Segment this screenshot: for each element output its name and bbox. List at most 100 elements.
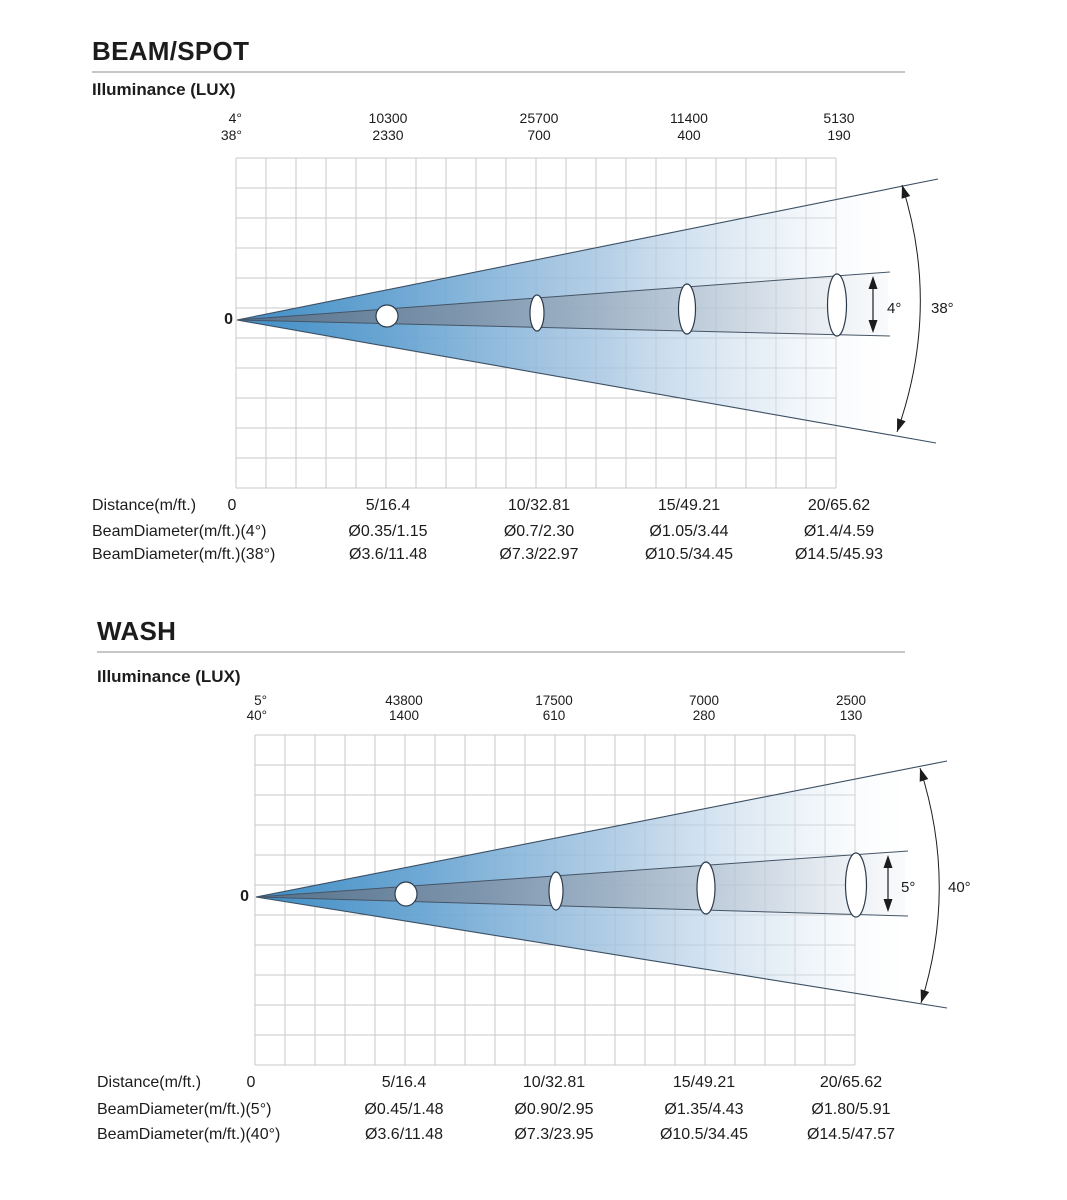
- arrow-head-down: [883, 899, 893, 912]
- table-cell: Ø3.6/11.48: [349, 546, 427, 563]
- table-cell: Ø3.6/11.48: [365, 1126, 443, 1143]
- arrow-head-up: [868, 276, 878, 289]
- table-cell: Ø0.90/2.95: [514, 1101, 594, 1118]
- table-cell: Ø10.5/34.45: [659, 1126, 749, 1143]
- beam-cross-section-ellipse: [696, 861, 716, 915]
- table-cell: Ø1.35/4.43: [664, 1101, 744, 1118]
- table-row-label: BeamDiameter(m/ft.)(5°): [97, 1101, 272, 1118]
- illuminance-value: 700: [527, 127, 551, 143]
- distance-grid: [254, 734, 856, 1066]
- table-cell: Ø14.5/45.93: [794, 546, 884, 563]
- table-cell: 15/49.21: [657, 497, 721, 514]
- table-cell: 0: [227, 497, 237, 514]
- table-cell: Ø14.5/47.57: [806, 1126, 896, 1143]
- table-cell: 0: [246, 1074, 256, 1091]
- angle-label: 40°: [246, 708, 267, 723]
- narrow-angle-label: 4°: [887, 300, 901, 317]
- arc-arrow-head-top: [919, 768, 929, 782]
- illuminance-value: 610: [542, 708, 566, 723]
- table-row: BeamDiameter(m/ft.)(40°) Ø3.6/11.48 Ø7.3/2…: [0, 1126, 1067, 1146]
- table-row: BeamDiameter(m/ft.)(5°) Ø0.45/1.48 Ø0.90/2…: [0, 1101, 1067, 1121]
- illuminance-row: 4° 10300 25700 11400 5130: [0, 110, 1067, 128]
- table-cell: Ø1.05/3.44: [649, 523, 729, 540]
- zero-label: 0: [240, 888, 249, 905]
- beam-cone-diagram: 0 5° 40°: [240, 734, 971, 1066]
- angle-label: 4°: [228, 110, 242, 126]
- table-cell: Ø1.80/5.91: [811, 1101, 891, 1118]
- table-cell: 15/49.21: [672, 1074, 736, 1091]
- section-title: BEAM/SPOT: [92, 36, 250, 66]
- illuminance-row: 40° 1400 610 280 130: [0, 708, 1067, 726]
- narrow-cone-edge: [236, 319, 891, 337]
- section-title: WASH: [97, 616, 177, 646]
- section-divider: [92, 71, 905, 73]
- angle-label: 5°: [254, 693, 267, 708]
- wide-beam-cone: [237, 186, 905, 438]
- illuminance-row: 38° 2330 700 400 190: [0, 127, 1067, 145]
- table-row: BeamDiameter(m/ft.)(38°) Ø3.6/11.48 Ø7.3/2…: [0, 546, 1067, 566]
- illuminance-value: 1400: [388, 708, 420, 723]
- beam-cross-section-ellipse: [394, 881, 418, 907]
- zero-label: 0: [224, 311, 233, 328]
- table-row: Distance(m/ft.) 0 5/16.4 10/32.81 15/49.21 20…: [0, 497, 1067, 517]
- table-cell: 5/16.4: [381, 1074, 427, 1091]
- angle-label: 38°: [220, 127, 242, 143]
- wide-cone-edge: [255, 760, 948, 898]
- beam-cross-section-ellipse: [529, 294, 545, 332]
- table-cell: 5/16.4: [365, 497, 411, 514]
- arc-arrow-head-top: [901, 185, 911, 199]
- table-row-label: BeamDiameter(m/ft.)(40°): [97, 1126, 281, 1143]
- narrow-beam-cone: [237, 272, 888, 336]
- narrow-cone-edge: [255, 850, 909, 898]
- wide-angle-arc: [919, 767, 940, 1004]
- illuminance-value: 25700: [519, 110, 559, 126]
- table-cell: Ø0.7/2.30: [503, 523, 575, 540]
- narrow-angle-label: 5°: [901, 879, 915, 896]
- illuminance-value: 17500: [535, 693, 573, 708]
- table-cell: Ø7.3/23.95: [514, 1126, 594, 1143]
- beam-cross-section-ellipse: [548, 871, 564, 911]
- table-row: Distance(m/ft.) 0 5/16.4 10/32.81 15/49.21 20…: [0, 1074, 1067, 1094]
- arc-arrow-head-bottom: [920, 989, 930, 1003]
- table-cell: 20/65.62: [807, 497, 871, 514]
- table-cell: 20/65.62: [819, 1074, 883, 1091]
- beam-cross-section-ellipse: [677, 283, 697, 335]
- beam-cone-diagram: 0 4° 38°: [224, 157, 954, 489]
- table-cell: Ø1.4/4.59: [803, 523, 875, 540]
- illuminance-value: 7000: [688, 693, 720, 708]
- wide-cone-edge: [255, 896, 948, 1009]
- illuminance-value: 5130: [823, 110, 855, 126]
- beam-cross-section-ellipse: [844, 852, 868, 918]
- table-cell: Ø7.3/22.97: [499, 546, 579, 563]
- illuminance-value: 2330: [372, 127, 404, 143]
- illuminance-row: 5° 43800 17500 7000 2500: [0, 693, 1067, 711]
- table-row-label: Distance(m/ft.): [97, 1074, 202, 1091]
- wide-angle-arc: [896, 184, 921, 433]
- beam-cross-section-ellipse: [375, 304, 399, 328]
- wide-angle-label: 38°: [931, 300, 954, 317]
- illuminance-value: 130: [839, 708, 863, 723]
- narrow-cone-edge: [255, 896, 909, 917]
- illuminance-value: 400: [677, 127, 701, 143]
- wide-cone-edge: [236, 178, 939, 321]
- table-row: BeamDiameter(m/ft.)(4°) Ø0.35/1.15 Ø0.7/2.…: [0, 523, 1067, 543]
- wide-beam-cone: [256, 766, 922, 1004]
- illuminance-value: 43800: [385, 693, 423, 708]
- narrow-cone-edge: [236, 271, 891, 321]
- illuminance-value: 2500: [835, 693, 867, 708]
- table-row-label: BeamDiameter(m/ft.)(4°): [92, 523, 267, 540]
- table-cell: Ø0.35/1.15: [348, 523, 428, 540]
- illuminance-value: 280: [692, 708, 716, 723]
- arrow-head-up: [883, 855, 893, 868]
- arc-arrow-head-bottom: [897, 418, 906, 432]
- distance-grid: [235, 157, 837, 489]
- table-cell: 10/32.81: [507, 497, 571, 514]
- illuminance-value: 10300: [368, 110, 408, 126]
- table-row-label: BeamDiameter(m/ft.)(38°): [92, 546, 276, 563]
- illuminance-value: 190: [827, 127, 851, 143]
- beam-cross-section-ellipse: [826, 273, 848, 337]
- table-cell: 10/32.81: [522, 1074, 586, 1091]
- table-row-label: Distance(m/ft.): [92, 497, 197, 514]
- illuminance-label: Illuminance (LUX): [92, 80, 236, 99]
